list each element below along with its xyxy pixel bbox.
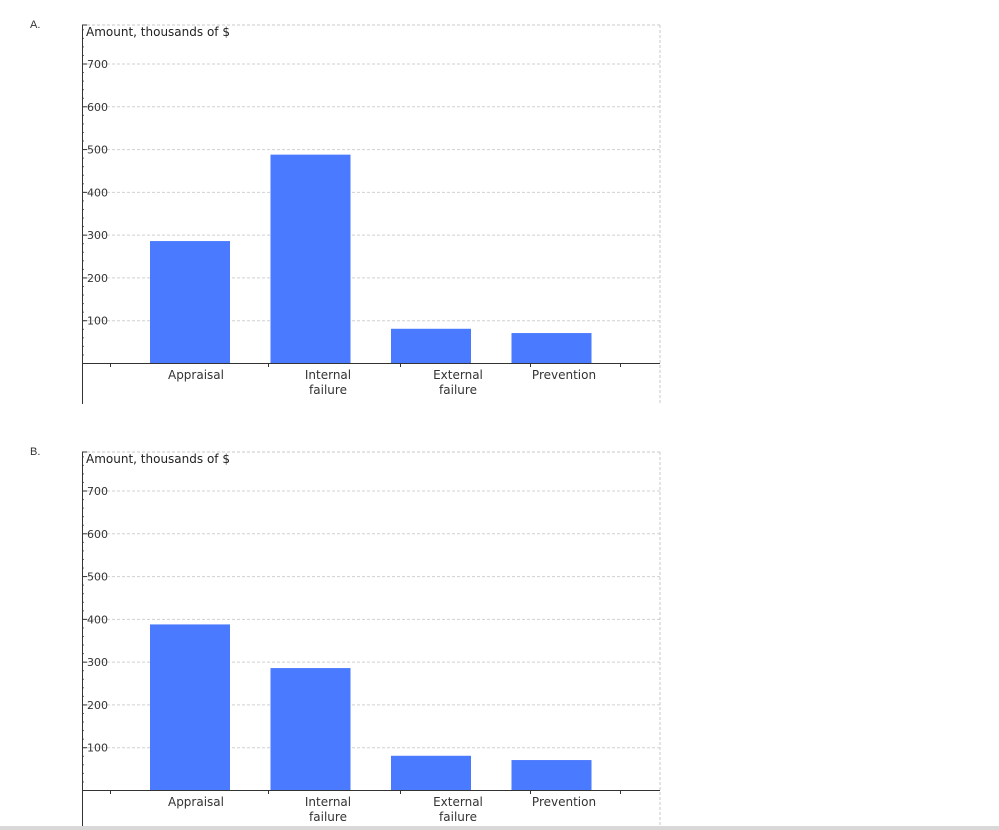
bar-external-failure (391, 755, 471, 790)
x-category-label: Internal (305, 795, 351, 809)
bar-chart-a: 100 200 300 400 500 600 700 Amount, thousands o… (82, 24, 661, 404)
bar-prevention (511, 333, 592, 363)
y-tick-label: 600 (87, 528, 108, 541)
y-tick-label: 200 (87, 272, 108, 285)
y-tick-label: 600 (87, 101, 108, 114)
y-tick-label: 700 (87, 58, 108, 71)
y-tick-label: 200 (87, 699, 108, 712)
page-bottom-border (0, 826, 999, 830)
bar-internal-failure (270, 668, 351, 790)
y-tick-label: 100 (87, 315, 108, 328)
y-tick-label: 500 (87, 144, 108, 157)
x-category-label: failure (439, 810, 477, 824)
x-category-label: External (433, 368, 483, 382)
x-category-label: Internal (305, 368, 351, 382)
bar-chart-b: 100 200 300 400 500 600 700 Amount, thousands o… (82, 451, 661, 830)
x-category-label: Prevention (532, 368, 596, 382)
chart-title: Amount, thousands of $ (86, 25, 230, 39)
y-tick-label: 300 (87, 656, 108, 669)
y-tick-label: 500 (87, 571, 108, 584)
x-category-label: failure (309, 810, 347, 824)
y-tick-label: 400 (87, 186, 108, 199)
x-category-label: failure (439, 383, 477, 397)
y-tick-label: 400 (87, 613, 108, 626)
x-category-label: failure (309, 383, 347, 397)
bar-appraisal (150, 624, 230, 790)
x-category-label: Appraisal (168, 795, 224, 809)
y-tick-label: 300 (87, 229, 108, 242)
chart-title: Amount, thousands of $ (86, 452, 230, 466)
bar-external-failure (391, 328, 471, 363)
y-tick-label: 700 (87, 485, 108, 498)
option-label-b: B. (30, 446, 41, 458)
x-category-label: Appraisal (168, 368, 224, 382)
x-category-label: Prevention (532, 795, 596, 809)
y-tick-label: 100 (87, 742, 108, 755)
x-category-label: External (433, 795, 483, 809)
bar-prevention (511, 760, 592, 790)
bar-appraisal (150, 241, 230, 363)
bar-internal-failure (270, 154, 351, 363)
option-label-a: A. (30, 19, 41, 31)
